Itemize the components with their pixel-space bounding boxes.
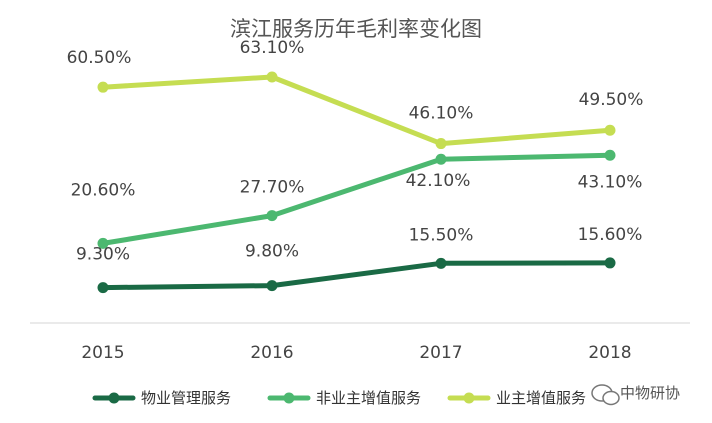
x-tick-label-2017: 2017 xyxy=(419,343,462,363)
data-point-s3-2015 xyxy=(97,81,109,93)
data-label-s3-2018: 49.50% xyxy=(579,90,644,110)
data-label-s2-2017: 42.10% xyxy=(406,171,471,191)
data-label-s1-2018: 15.60% xyxy=(578,225,643,245)
x-tick-label-2015: 2015 xyxy=(81,343,124,363)
series-layer xyxy=(97,71,616,294)
legend-swatch-dot-3 xyxy=(463,392,475,404)
series-line-2 xyxy=(100,152,613,246)
data-point-s3-2018 xyxy=(604,124,616,136)
data-point-s1-2017 xyxy=(435,257,447,269)
watermark: 中物研协 xyxy=(591,384,680,406)
data-label-s1-2015: 9.30% xyxy=(76,245,130,265)
wechat-icon xyxy=(591,384,620,406)
data-label-layer: 9.30% 9.80% 15.50% 15.60% 20.60% 27.70% 42.10%… xyxy=(67,38,644,265)
data-point-s3-2017 xyxy=(435,138,447,150)
data-point-s1-2015 xyxy=(97,282,109,294)
legend-label-1: 物业管理服务 xyxy=(141,389,231,407)
legend-label-2: 非业主增值服务 xyxy=(316,389,421,407)
data-label-s2-2016: 27.70% xyxy=(240,178,305,198)
legend: 物业管理服务 非业主增值服务 业主增值服务 xyxy=(92,389,586,407)
data-label-s3-2015: 60.50% xyxy=(67,48,132,68)
data-point-s3-2016 xyxy=(266,71,278,83)
x-tick-layer: 2015 2016 2017 2018 xyxy=(81,343,631,363)
data-label-s3-2016: 63.10% xyxy=(240,38,305,58)
chart-title: 滨江服务历年毛利率变化图 xyxy=(230,17,482,41)
data-point-s1-2018 xyxy=(604,257,616,269)
data-point-s2-2015 xyxy=(97,237,109,249)
x-tick-label-2016: 2016 xyxy=(250,343,293,363)
data-label-s3-2017: 46.10% xyxy=(409,104,474,124)
data-point-s2-2017 xyxy=(435,153,447,165)
data-label-s2-2015: 20.60% xyxy=(71,180,136,200)
legend-swatch-dot-1 xyxy=(108,392,120,404)
data-label-s2-2018: 43.10% xyxy=(578,172,643,192)
data-point-s1-2016 xyxy=(266,280,278,292)
data-point-s2-2018 xyxy=(604,149,616,161)
watermark-text: 中物研协 xyxy=(620,384,680,402)
data-label-s1-2016: 9.80% xyxy=(245,242,299,262)
legend-label-3: 业主增值服务 xyxy=(496,389,586,407)
data-point-s2-2016 xyxy=(266,210,278,222)
series-line-1 xyxy=(100,260,613,291)
legend-swatch-dot-2 xyxy=(283,392,295,404)
x-tick-label-2018: 2018 xyxy=(588,343,631,363)
series-line-3 xyxy=(100,74,613,147)
data-label-s1-2017: 15.50% xyxy=(409,225,474,245)
